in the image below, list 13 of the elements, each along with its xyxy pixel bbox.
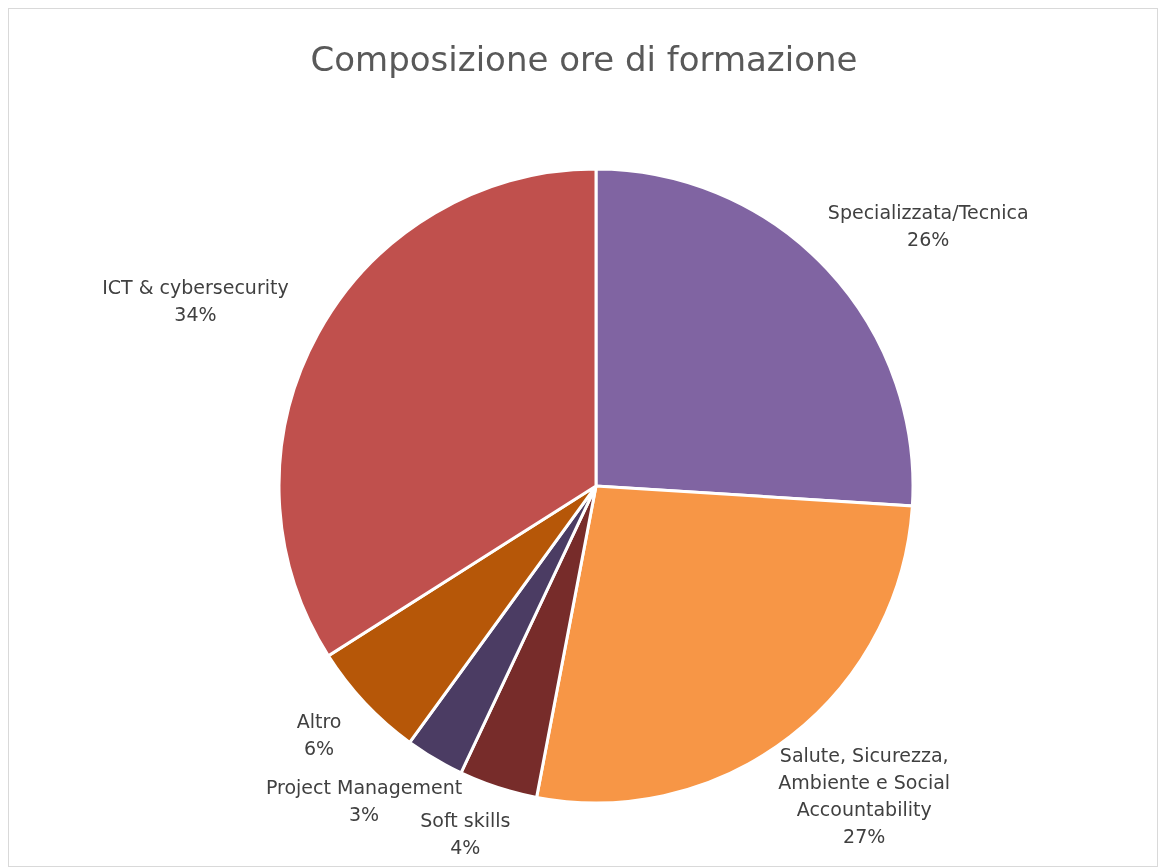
slice-label: Salute, Sicurezza, Ambiente e Social Accountability [778, 743, 951, 820]
chart-title: Composizione ore di formazione [309, 39, 859, 79]
data-label: 4% [450, 836, 481, 859]
slice-label: Specializzata/Tecnica [827, 200, 1029, 223]
data-label: 34% [174, 303, 217, 326]
slice-label: Project Management [265, 775, 463, 798]
slice-label: ICT & cybersecurity [102, 276, 289, 299]
slice-label: Altro [296, 710, 342, 733]
slice-label: Soft skills [420, 809, 511, 832]
data-label: 3% [348, 802, 380, 825]
data-label: 6% [304, 737, 335, 760]
data-label: 26% [907, 227, 950, 250]
data-label: 27% [843, 824, 886, 847]
